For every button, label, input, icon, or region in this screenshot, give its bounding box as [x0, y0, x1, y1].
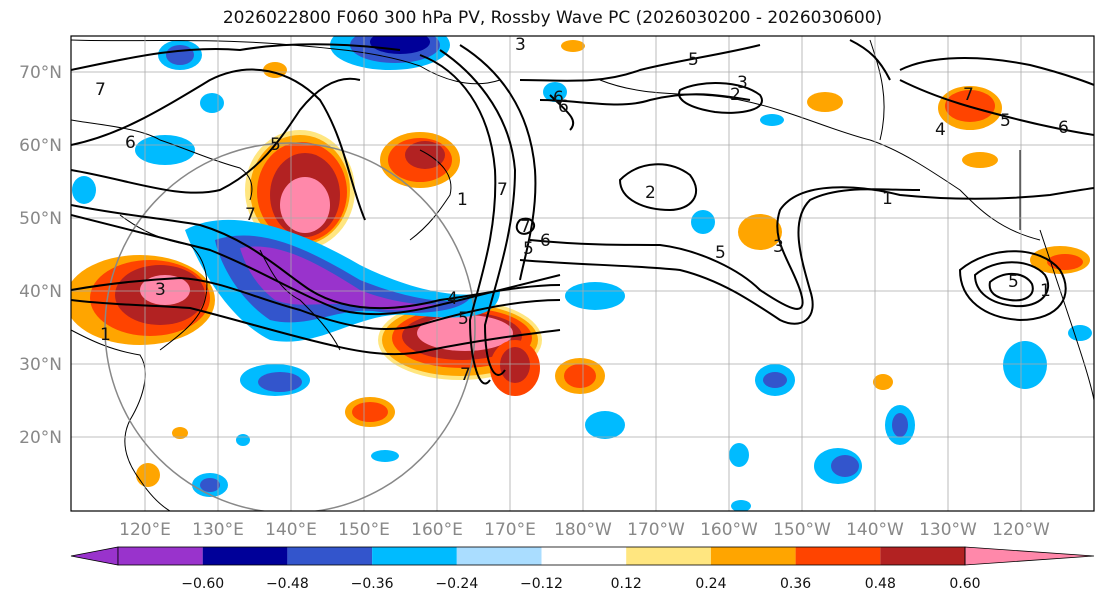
lat-label: 60°N	[19, 136, 62, 156]
lon-label: 160°E	[411, 520, 463, 540]
contour-label: 3	[773, 237, 784, 257]
reference-circle	[104, 142, 476, 511]
colorbar-tick: 0.48	[865, 576, 896, 592]
contour-label: 6	[558, 97, 569, 117]
contour-label: 2	[645, 183, 656, 203]
contour-label: 5	[1000, 111, 1011, 131]
colorbar-tick: 0.12	[611, 576, 642, 592]
map-title: 2026022800 F060 300 hPa PV, Rossby Wave …	[222, 8, 883, 28]
colorbar-max-extend	[964, 546, 1095, 566]
colorbar: −0.60 −0.48 −0.36 −0.24 −0.12 0.12 0.24 …	[70, 546, 1095, 592]
colorbar-segment	[541, 547, 627, 565]
lat-label: 50°N	[19, 209, 62, 229]
lon-label: 120°E	[119, 520, 171, 540]
map-frame	[70, 35, 1095, 512]
colorbar-tick: 0.24	[695, 576, 726, 592]
lat-label: 40°N	[19, 282, 62, 302]
contour-label: 6	[553, 88, 564, 108]
contour-label: 4	[447, 289, 458, 309]
lon-label: 130°E	[192, 520, 244, 540]
contour-label: 3	[155, 280, 166, 300]
colorbar-tick: −0.36	[351, 576, 394, 592]
contour-label: 3	[515, 35, 526, 55]
positive-anomaly-shading	[71, 40, 1090, 487]
contour-label: 6	[125, 133, 136, 153]
contour-label: 4	[935, 120, 946, 140]
contour-label: 5	[688, 50, 699, 70]
contour-label: 6	[540, 231, 551, 251]
contour-label: 5	[270, 135, 281, 155]
lon-label: 140°W	[846, 520, 904, 540]
contour-label: 5	[715, 243, 726, 263]
rossby-wave-contours	[71, 39, 1094, 385]
colorbar-segment	[118, 547, 203, 565]
colorbar-outline	[117, 546, 966, 566]
contour-label: 2	[730, 85, 741, 105]
colorbar-tick: 0.60	[949, 576, 980, 592]
colorbar-segment	[880, 547, 965, 565]
latitude-labels: 70°N 60°N 50°N 40°N 30°N 20°N	[19, 63, 62, 448]
colorbar-segment	[287, 547, 373, 565]
contour-label: 7	[963, 85, 974, 105]
colorbar-segment	[795, 547, 881, 565]
colorbar-tick: −0.24	[435, 576, 478, 592]
lon-label: 130°W	[919, 520, 977, 540]
colorbar-tick: −0.60	[181, 576, 224, 592]
lon-label: 140°E	[265, 520, 317, 540]
contour-label: 7	[95, 80, 106, 100]
colorbar-segment	[372, 547, 457, 565]
contour-label: 5	[1008, 272, 1019, 292]
contour-label: 1	[882, 189, 893, 209]
lat-label: 70°N	[19, 63, 62, 83]
map-gridlines	[71, 36, 1094, 511]
colorbar-segment	[202, 547, 288, 565]
lon-label: 150°W	[773, 520, 831, 540]
contour-label: 7	[497, 180, 508, 200]
lon-label: 170°W	[627, 520, 685, 540]
contour-label: 7	[460, 365, 471, 385]
colorbar-min-extend	[70, 546, 119, 566]
colorbar-segment	[710, 547, 796, 565]
colorbar-segment	[456, 547, 542, 565]
lat-label: 20°N	[19, 428, 62, 448]
contour-label: 3	[737, 73, 748, 93]
colorbar-tick: −0.12	[520, 576, 563, 592]
contour-label: 1	[100, 325, 111, 345]
contour-label: 7	[520, 217, 531, 237]
contour-label: 5	[523, 239, 534, 259]
lon-label: 120°W	[992, 520, 1050, 540]
lon-label: 180°W	[554, 520, 612, 540]
contour-label: 1	[457, 190, 468, 210]
negative-anomaly-shading	[72, 36, 1092, 511]
contour-label: 1	[1040, 281, 1051, 301]
longitude-labels: 120°E 130°E 140°E 150°E 160°E 170°E 180°…	[119, 520, 1050, 540]
contour-label: 7	[245, 205, 256, 225]
colorbar-tick: −0.48	[266, 576, 309, 592]
contour-labels: 7 6 3 5 3 2 6 7 4 6 5 2 7 6 3 7 5 1 5 3 …	[95, 35, 1069, 385]
lon-label: 150°E	[338, 520, 390, 540]
contour-label: 6	[1058, 118, 1069, 138]
lon-label: 170°E	[484, 520, 536, 540]
lat-label: 30°N	[19, 355, 62, 375]
contour-label: 5	[458, 309, 469, 329]
colorbar-tick: 0.36	[780, 576, 811, 592]
colorbar-segment	[626, 547, 711, 565]
lon-label: 160°W	[700, 520, 758, 540]
